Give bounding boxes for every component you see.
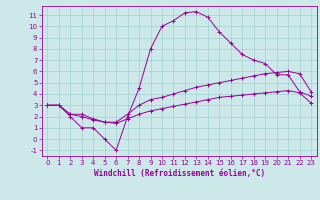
X-axis label: Windchill (Refroidissement éolien,°C): Windchill (Refroidissement éolien,°C) <box>94 169 265 178</box>
